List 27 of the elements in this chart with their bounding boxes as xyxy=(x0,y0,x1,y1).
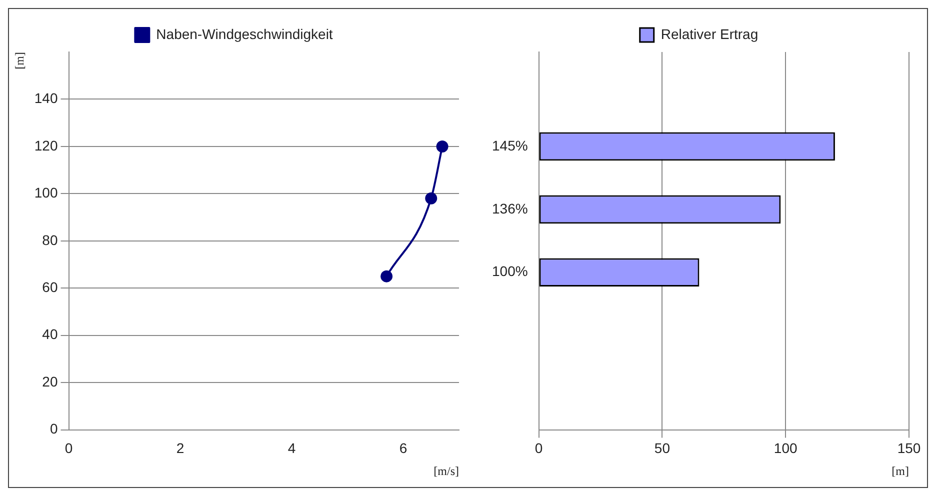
y-tick-label: 136% xyxy=(492,200,528,216)
y-tick-label: 140 xyxy=(34,90,58,106)
x-tick-label: 2 xyxy=(176,440,184,456)
x-tick-label: 6 xyxy=(399,440,408,456)
y-tick-label: 40 xyxy=(42,326,58,342)
point xyxy=(436,140,448,152)
y-tick-label: 100 xyxy=(34,184,58,201)
x-tick-label: 0 xyxy=(64,440,73,456)
y-tick-label: 80 xyxy=(42,232,58,248)
x-tick-label: 4 xyxy=(288,440,296,456)
y-tick-label: 20 xyxy=(42,373,58,390)
y-tick-label: 60 xyxy=(42,278,58,295)
x-tick-label: 100 xyxy=(774,440,798,456)
legend-label: Relativer Ertrag xyxy=(660,26,758,42)
y-axis-title: [m] xyxy=(12,52,26,70)
y-tick-label: 100% xyxy=(492,263,528,280)
x-tick-label: 0 xyxy=(534,440,543,456)
legend-label: Naben-Windgeschwindigkeit xyxy=(156,26,333,42)
y-tick-label: 145% xyxy=(492,137,528,154)
y-tick-label: 120 xyxy=(34,137,58,154)
y-tick-label: 0 xyxy=(50,420,58,437)
x-tick-label: 50 xyxy=(654,440,670,456)
x-axis-title: [m] xyxy=(892,464,909,478)
point xyxy=(425,192,438,204)
x-axis-title: [m/s] xyxy=(434,464,459,478)
point xyxy=(380,270,393,282)
x-tick-label: 150 xyxy=(897,440,921,456)
